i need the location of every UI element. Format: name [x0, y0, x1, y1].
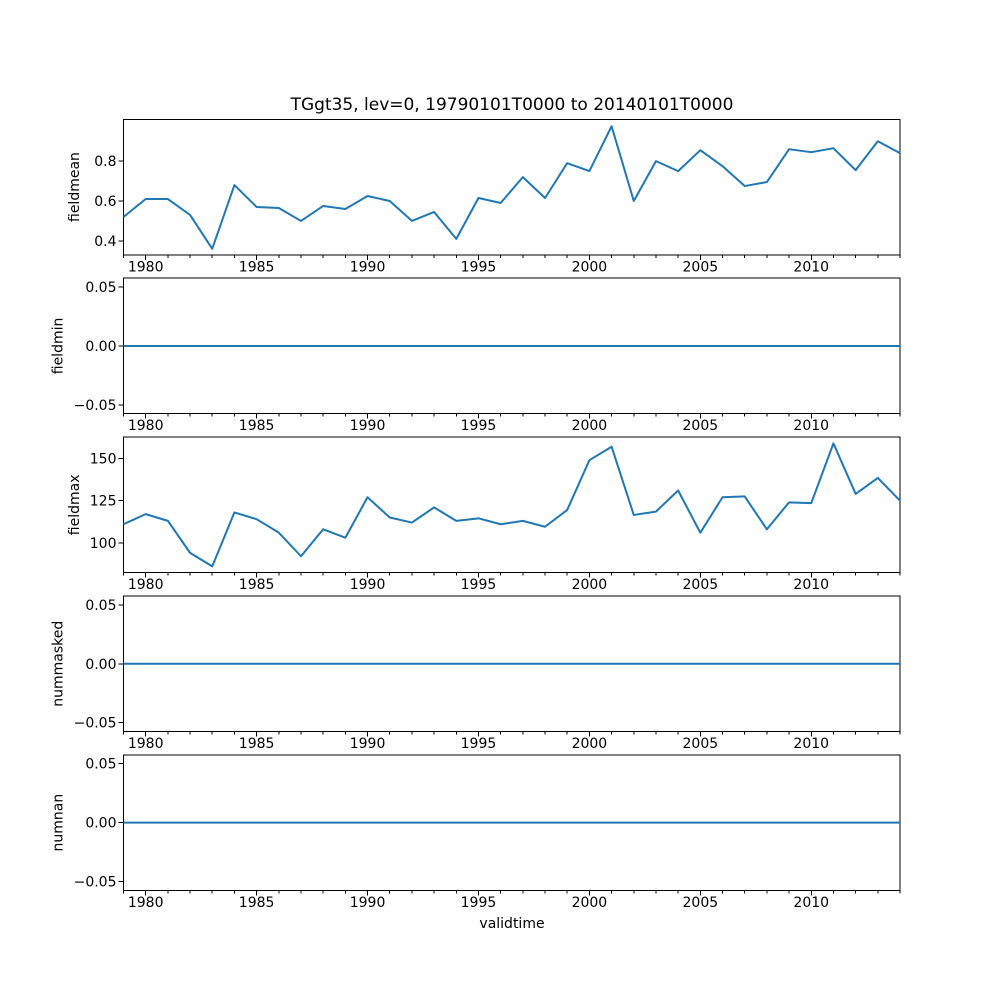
y-tick-label: 150 — [90, 452, 117, 468]
subplot-fieldmean: 0.8 0.6 0.4 1980 1985 1990 1995 2000 2005 2010 fie… — [67, 118, 901, 275]
axes-frame — [123, 118, 901, 256]
y-tick-label: 0.8 — [94, 154, 116, 170]
x-tick-label: 1990 — [350, 577, 386, 593]
subplot-numnan: 0.05 0.00 −0.05 1980 1985 1990 1995 2000 2005 201… — [51, 754, 901, 911]
y-tick-label: 0.05 — [85, 280, 116, 296]
y-axis-title: fieldmean — [67, 152, 83, 222]
subplot-fieldmin: 0.05 0.00 −0.05 1980 1985 1990 1995 2000 2005 201… — [51, 277, 901, 434]
y-axis-title: fieldmin — [51, 318, 67, 375]
y-tick-label: 100 — [90, 536, 117, 552]
x-tick-label: 1985 — [239, 895, 275, 911]
y-tick-label: −0.05 — [74, 398, 117, 414]
x-tick-label: 2010 — [793, 259, 829, 275]
y-tick-label: 0.4 — [94, 234, 116, 250]
x-tick-label: 1985 — [239, 736, 275, 752]
x-tick-label: 1995 — [461, 736, 497, 752]
y-tick-label: 125 — [90, 494, 117, 510]
y-tick-label: 0.05 — [85, 757, 116, 773]
x-tick-label: 2000 — [572, 577, 608, 593]
x-tick-label: 1985 — [239, 259, 275, 275]
y-tick-label: 0.6 — [94, 194, 116, 210]
x-tick-label: 1990 — [350, 895, 386, 911]
y-tick-label: 0.00 — [85, 657, 116, 673]
x-tick-label: 2005 — [683, 418, 719, 434]
y-axis-title: nummasked — [51, 621, 67, 707]
x-axis-label: validtime — [479, 916, 545, 932]
data-line — [123, 442, 901, 568]
y-tick-label: 0.05 — [85, 598, 116, 614]
x-tick-label: 1995 — [461, 895, 497, 911]
x-tick-label: 1980 — [128, 736, 164, 752]
x-tick-label: 1980 — [128, 577, 164, 593]
x-tick-label: 2005 — [683, 577, 719, 593]
x-tick-label: 2000 — [572, 259, 608, 275]
x-tick-label: 2000 — [572, 895, 608, 911]
axes-frame — [123, 436, 901, 574]
y-axis-title: fieldmax — [67, 474, 83, 535]
x-tick-label: 2000 — [572, 736, 608, 752]
x-tick-label: 1980 — [128, 895, 164, 911]
x-tick-label: 1980 — [128, 259, 164, 275]
x-tick-label: 2010 — [793, 736, 829, 752]
x-tick-label: 2010 — [793, 577, 829, 593]
x-tick-label: 2005 — [683, 259, 719, 275]
x-tick-label: 2010 — [793, 418, 829, 434]
x-tick-label: 1985 — [239, 418, 275, 434]
y-axis-title: numnan — [51, 794, 67, 852]
x-tick-label: 1980 — [128, 418, 164, 434]
x-tick-label: 1990 — [350, 418, 386, 434]
x-tick-label: 1995 — [461, 577, 497, 593]
x-tick-label: 2000 — [572, 418, 608, 434]
data-line — [122, 125, 901, 250]
x-tick-label: 1990 — [350, 736, 386, 752]
subplot-fieldmax: 150 125 100 1980 1985 1990 1995 2000 2005 2010 fie… — [67, 436, 901, 593]
y-tick-label: 0.00 — [85, 339, 116, 355]
x-tick-label: 1995 — [461, 418, 497, 434]
figure-title: TGgt35, lev=0, 19790101T0000 to 20140101… — [290, 95, 734, 115]
x-tick-label: 1995 — [461, 259, 497, 275]
x-tick-label: 2010 — [793, 895, 829, 911]
x-tick-label: 2005 — [683, 895, 719, 911]
subplot-nummasked: 0.05 0.00 −0.05 1980 1985 1990 1995 2000 2005 201… — [51, 595, 901, 752]
x-tick-label: 1985 — [239, 577, 275, 593]
y-tick-label: −0.05 — [74, 875, 117, 891]
y-tick-label: 0.00 — [85, 816, 116, 832]
x-tick-label: 1990 — [350, 259, 386, 275]
y-tick-label: −0.05 — [74, 716, 117, 732]
x-tick-label: 2005 — [683, 736, 719, 752]
